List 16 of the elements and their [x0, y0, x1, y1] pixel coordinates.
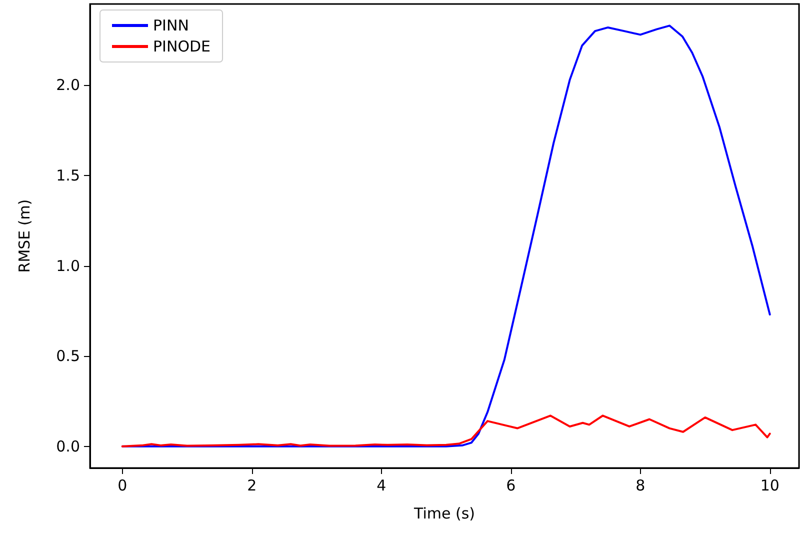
x-tick-label: 4: [376, 476, 386, 494]
x-tick-label: 2: [247, 476, 257, 494]
x-tick-label: 6: [506, 476, 516, 494]
y-tick-label: 0.0: [56, 437, 80, 456]
x-tick-label: 8: [636, 476, 646, 494]
x-tick-label: 0: [118, 476, 128, 494]
y-tick-label: 1.5: [56, 166, 80, 185]
x-tick-label: 10: [760, 476, 780, 494]
y-tick-label: 2.0: [56, 76, 80, 94]
line-series: [121, 414, 771, 448]
y-tick-label: 1.0: [56, 256, 80, 275]
y-tick-label: 0.5: [56, 347, 80, 366]
y-axis-title: RMSE (m): [16, 199, 34, 273]
legend-label: PINODE: [153, 38, 211, 56]
x-axis-title: Time (s): [413, 504, 475, 522]
legend-label: PINN: [153, 16, 189, 34]
